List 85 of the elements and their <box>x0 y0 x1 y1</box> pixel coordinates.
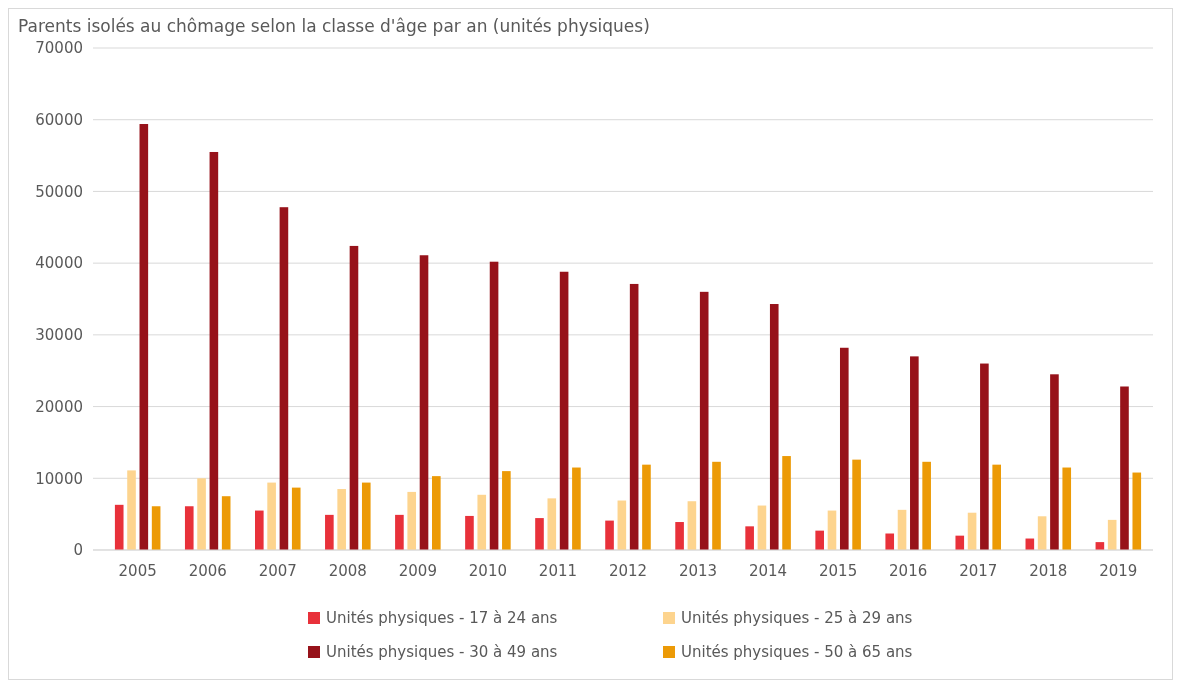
bar <box>992 464 1001 550</box>
bar <box>885 533 895 550</box>
bar <box>1050 374 1059 550</box>
x-tick-label: 2019 <box>1099 562 1138 580</box>
bar <box>279 207 289 550</box>
x-tick-label: 2007 <box>258 562 297 580</box>
bar <box>910 356 919 550</box>
bar <box>127 470 136 550</box>
bar <box>1107 519 1117 550</box>
bar <box>221 496 231 550</box>
bar <box>967 512 977 550</box>
x-tick-label: 2018 <box>1029 562 1068 580</box>
bar <box>617 500 627 550</box>
bar <box>547 498 557 550</box>
bar <box>489 261 499 550</box>
bar <box>477 494 487 550</box>
x-tick-label: 2015 <box>819 562 858 580</box>
bar <box>267 482 276 550</box>
bar <box>325 514 334 550</box>
bar <box>1120 386 1129 550</box>
bar <box>922 461 931 550</box>
y-tick-label: 10000 <box>35 469 83 488</box>
bar <box>839 347 849 550</box>
bar <box>642 464 651 550</box>
chart-title: Parents isolés au chômage selon la classe d'âge par an (unités physiques) <box>18 16 650 36</box>
bar <box>337 489 346 550</box>
bar <box>151 506 161 550</box>
x-tick-label: 2006 <box>188 562 227 580</box>
bar <box>1062 467 1072 550</box>
bar <box>559 271 569 550</box>
legend-label: Unités physiques - 50 à 65 ans <box>681 643 913 662</box>
bar <box>852 459 861 550</box>
bar <box>255 510 264 550</box>
y-tick-label: 30000 <box>35 326 83 345</box>
bar <box>745 526 754 550</box>
legend-label: Unités physiques - 17 à 24 ans <box>326 609 558 628</box>
bar <box>815 530 824 550</box>
y-tick-label: 70000 <box>35 39 83 58</box>
y-tick-label: 60000 <box>35 110 83 129</box>
legend-label: Unités physiques - 25 à 29 ans <box>681 609 913 628</box>
bar <box>897 509 907 550</box>
bar <box>712 461 721 550</box>
x-tick-label: 2016 <box>889 562 928 580</box>
bar <box>419 255 429 550</box>
bar <box>769 304 779 550</box>
y-tick-label: 20000 <box>35 397 83 416</box>
bar <box>184 506 194 550</box>
bar <box>291 487 301 550</box>
bar <box>1132 472 1142 550</box>
bar <box>361 482 371 550</box>
x-tick-label: 2008 <box>328 562 367 580</box>
x-tick-label: 2013 <box>678 562 718 580</box>
bar <box>407 491 417 550</box>
bar <box>139 124 149 550</box>
x-tick-label: 2005 <box>118 562 157 580</box>
x-tick-label: 2017 <box>959 562 998 580</box>
bar <box>629 283 639 550</box>
x-tick-label: 2011 <box>538 562 578 580</box>
bar <box>757 505 767 550</box>
legend-label: Unités physiques - 30 à 49 ans <box>326 643 558 662</box>
bar <box>349 245 359 550</box>
bar <box>782 456 791 550</box>
bar <box>535 518 544 550</box>
x-tick-label: 2010 <box>468 562 507 580</box>
bar <box>432 476 441 550</box>
bar <box>605 520 614 550</box>
bar <box>465 515 474 550</box>
bar <box>699 291 709 550</box>
bar <box>980 363 989 550</box>
bar <box>687 501 697 550</box>
y-tick-label: 50000 <box>35 182 83 201</box>
x-tick-label: 2014 <box>749 562 788 580</box>
bar <box>1037 516 1047 550</box>
x-tick-label: 2009 <box>398 562 437 580</box>
bar <box>209 151 219 550</box>
bar <box>572 467 581 550</box>
x-tick-label: 2012 <box>608 562 648 580</box>
bar <box>114 504 124 550</box>
y-tick-label: 0 <box>73 541 83 560</box>
bar <box>197 478 206 550</box>
bar <box>395 514 404 550</box>
bar <box>955 535 965 550</box>
y-tick-label: 40000 <box>35 254 83 273</box>
bar <box>502 471 511 550</box>
bar <box>675 522 684 550</box>
